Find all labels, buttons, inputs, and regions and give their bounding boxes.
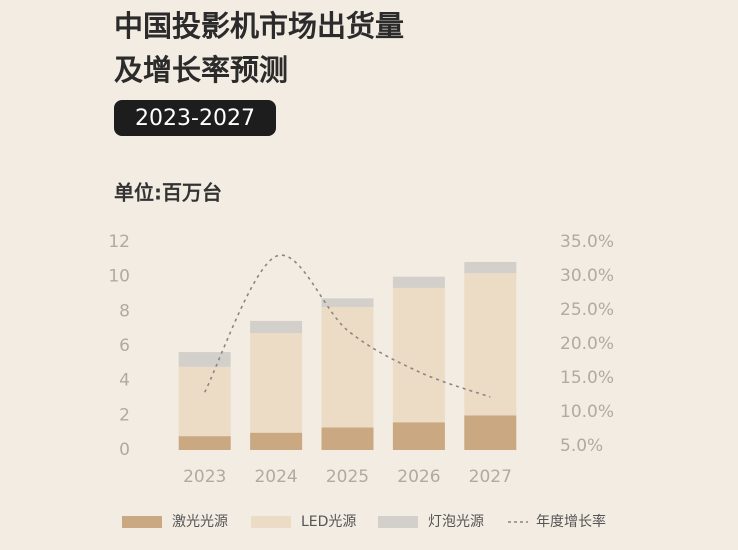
x-tick-label: 2026 [397,467,440,487]
bar-segment [392,422,445,450]
x-tick-label: 2027 [469,467,512,487]
x-tick-label: 2025 [326,467,369,487]
y2-tick-label: 15.0% [560,368,614,388]
y-tick-label: 0 [119,440,130,460]
growth-line [203,254,491,398]
x-tick-label: 2024 [254,467,297,487]
y2-tick-label: 35.0% [560,232,614,252]
chart-title: 中国投影机市场出货量 [114,9,404,43]
legend-label: LED光源 [301,514,356,530]
y2-tick-label: 20.0% [560,334,614,354]
chart-title: 及增长率预测 [114,53,288,87]
badge: 2023-2027 [135,106,255,131]
bar-segment [321,427,374,450]
bar-segment [250,320,303,333]
bar-segment [178,436,231,450]
bar-segment [178,366,231,437]
y-tick-label: 8 [119,301,130,321]
y2-tick-label: 25.0% [560,300,614,320]
y2-tick-label: 10.0% [560,402,614,422]
legend-label: 灯泡光源 [428,514,484,530]
y-tick-label: 2 [119,405,130,425]
y-tick-label: 10 [108,267,130,287]
bar-segment [250,333,303,433]
y-tick-label: 12 [108,232,130,252]
legend-label: 激光光源 [172,513,228,530]
y2-tick-label: 5.0% [560,436,603,456]
bar-segment [464,273,517,416]
legend-swatch [378,516,418,528]
y2-tick-label: 30.0% [560,266,614,286]
badge-box [114,100,276,136]
y-tick-label: 6 [119,336,130,356]
y-tick-label: 4 [119,371,130,391]
bar-segment [321,307,374,428]
legend-swatch [251,516,291,528]
bar-segment [321,298,374,307]
legend-label: 年度增长率 [536,513,606,530]
bar-segment [464,261,517,274]
bar-segment [464,415,517,450]
bar-segment [250,432,303,450]
bar-segment [392,276,445,288]
bar-segment [178,352,231,367]
x-tick-label: 2023 [183,467,226,487]
bar-segment [392,287,445,423]
unit-label: 单位:百万台 [114,181,222,205]
legend-swatch [122,516,162,528]
